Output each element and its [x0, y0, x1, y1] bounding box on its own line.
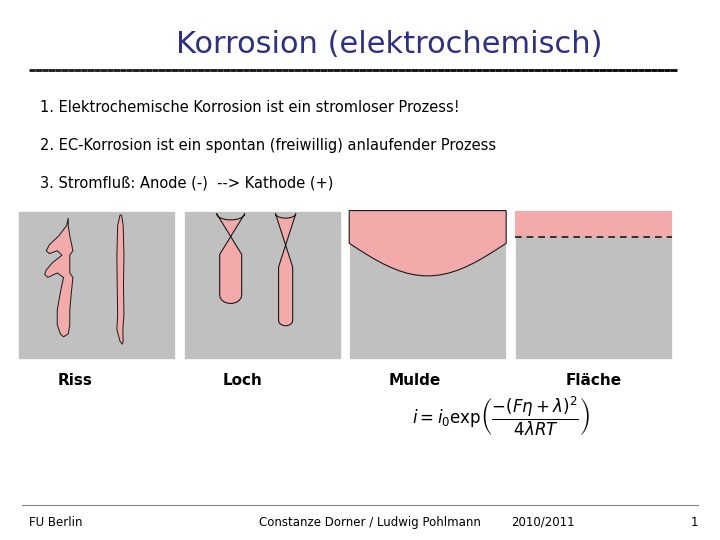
Bar [349, 211, 506, 359]
Text: Fläche: Fläche [565, 373, 621, 388]
Polygon shape [217, 213, 245, 303]
Text: Mulde: Mulde [389, 373, 441, 388]
Text: 2. EC-Korrosion ist ein spontan (freiwillig) anlaufender Prozess: 2. EC-Korrosion ist ein spontan (freiwil… [40, 138, 496, 153]
Text: 3. Stromfluß: Anode (-)  --> Kathode (+): 3. Stromfluß: Anode (-) --> Kathode (+) [40, 176, 333, 191]
Polygon shape [117, 215, 124, 345]
Text: $i = i_0 \exp\!\left(\dfrac{-(F\eta+\lambda)^2}{4\lambda RT}\right)$: $i = i_0 \exp\!\left(\dfrac{-(F\eta+\lam… [412, 394, 590, 437]
Text: Korrosion (elektrochemisch): Korrosion (elektrochemisch) [176, 30, 602, 59]
Polygon shape [349, 211, 506, 276]
Bar [184, 211, 341, 359]
Bar [515, 211, 672, 359]
Text: Constanze Dorner / Ludwig Pohlmann: Constanze Dorner / Ludwig Pohlmann [259, 516, 481, 529]
Text: Loch: Loch [223, 373, 263, 388]
Polygon shape [45, 218, 73, 337]
Text: FU Berlin: FU Berlin [29, 516, 82, 529]
Text: Riss: Riss [58, 373, 92, 388]
Bar [18, 211, 175, 359]
Text: 2010/2011: 2010/2011 [511, 516, 575, 529]
Text: 1. Elektrochemische Korrosion ist ein stromloser Prozess!: 1. Elektrochemische Korrosion ist ein st… [40, 100, 459, 115]
Bar [515, 211, 672, 237]
Polygon shape [276, 213, 296, 326]
Text: 1: 1 [691, 516, 698, 529]
